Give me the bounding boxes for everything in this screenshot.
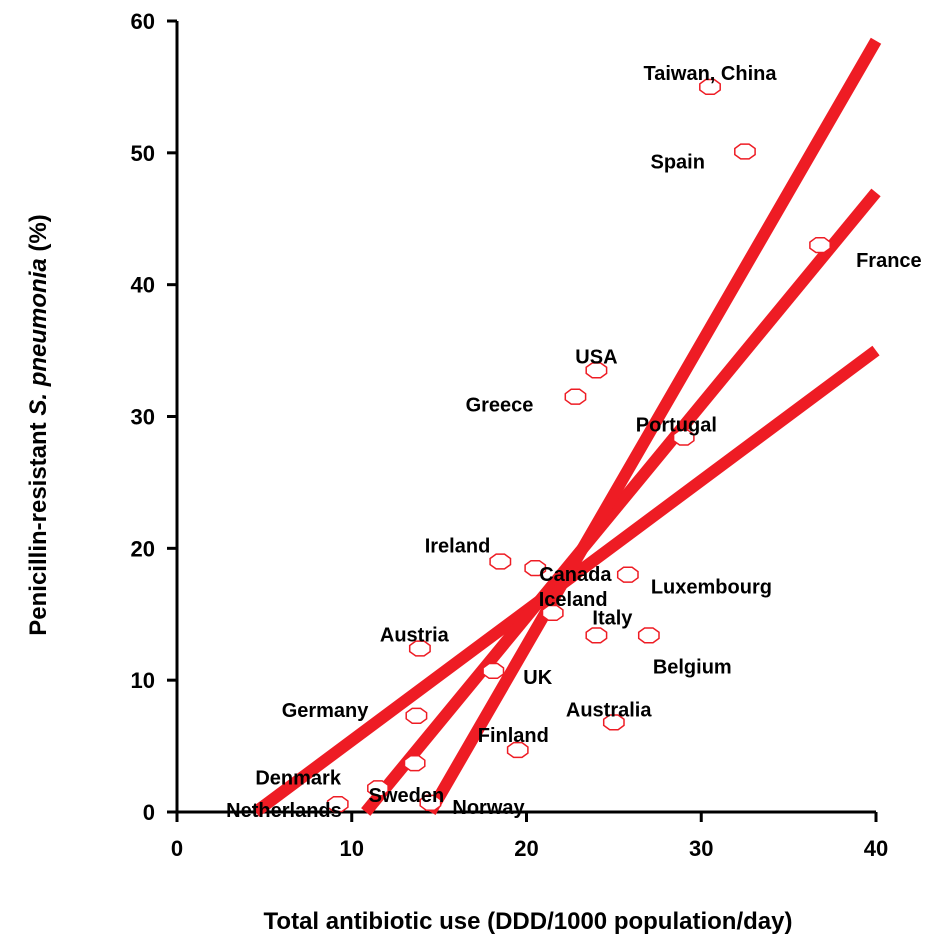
data-point (541, 604, 564, 622)
data-point (419, 794, 442, 811)
y-tick-label: 0 (143, 800, 155, 825)
point-label: Denmark (255, 767, 341, 789)
data-point (482, 662, 505, 680)
data-point (809, 236, 831, 254)
data-point (672, 429, 695, 446)
data-point (585, 362, 608, 379)
point-label: Norway (452, 797, 525, 819)
point-label: Luxembourg (651, 577, 772, 599)
point-label: Australia (566, 699, 652, 721)
data-point (405, 707, 428, 724)
data-point (403, 755, 426, 772)
point-label: Greece (466, 395, 534, 417)
data-point (524, 559, 547, 577)
point-label: Canada (539, 564, 612, 586)
point-labels: Taiwan, China Spain France USA Greece Portuga… (226, 63, 921, 822)
x-tick-label: 0 (171, 836, 183, 861)
point-label: Belgium (653, 656, 732, 678)
data-point (734, 143, 756, 160)
data-point (326, 795, 349, 813)
data-point (489, 553, 512, 570)
trend-lines (252, 37, 882, 817)
y-tick-label: 10 (131, 668, 155, 693)
point-label: Sweden (369, 785, 445, 807)
x-tick-label: 40 (864, 836, 888, 861)
y-axis-title-prefix: Penicillin-resistant (25, 416, 52, 636)
x-axis-title: Total antibiotic use (DDD/1000 populatio… (264, 908, 793, 935)
data-point (602, 714, 625, 731)
point-label: Taiwan, China (643, 63, 777, 85)
y-tick-label: 40 (131, 273, 155, 298)
point-label: Portugal (636, 415, 717, 437)
point-label: Ireland (425, 536, 491, 558)
point-label: Finland (478, 725, 549, 747)
y-tick-label: 50 (131, 141, 155, 166)
y-tick-label: 60 (131, 9, 155, 34)
point-label: USA (575, 346, 617, 368)
point-label: Spain (650, 152, 704, 174)
axes: 0 10 20 30 40 0 10 20 30 40 50 60 (131, 9, 889, 861)
data-point (367, 780, 389, 797)
point-label: Italy (592, 607, 633, 629)
x-tick-label: 20 (514, 836, 538, 861)
point-label: Netherlands (226, 800, 342, 822)
point-label: UK (523, 667, 552, 689)
x-tick-label: 10 (340, 836, 364, 861)
trend-line (361, 188, 881, 816)
data-point (585, 627, 608, 644)
y-axis-title-italic: S. pneumonia (25, 258, 52, 415)
data-points (326, 78, 831, 813)
point-label: France (856, 250, 922, 272)
data-point (506, 741, 529, 759)
data-point (616, 566, 639, 583)
y-axis-title: Penicillin-resistant S. pneumonia (%) (25, 214, 52, 635)
data-point (637, 627, 660, 644)
y-tick-label: 30 (131, 405, 155, 430)
y-axis-title-suffix: (%) (25, 214, 52, 258)
data-point (699, 78, 721, 96)
y-tick-label: 20 (131, 536, 155, 561)
trend-line (425, 37, 882, 816)
point-label: Iceland (539, 589, 608, 611)
data-point (564, 388, 587, 405)
point-label: Austria (380, 625, 450, 647)
data-point (408, 640, 431, 657)
point-label: Germany (282, 700, 370, 722)
x-tick-label: 30 (689, 836, 713, 861)
